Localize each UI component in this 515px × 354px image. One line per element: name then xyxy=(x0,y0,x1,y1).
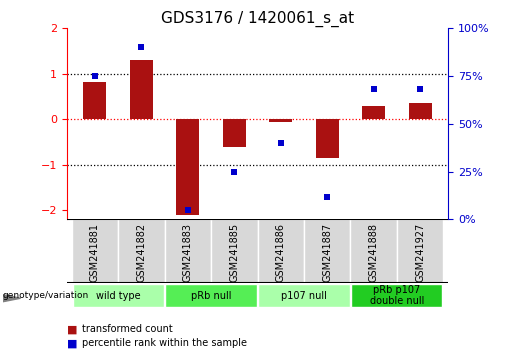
Bar xyxy=(408,103,432,119)
Polygon shape xyxy=(3,295,21,302)
Bar xyxy=(351,285,442,307)
Text: pRb null: pRb null xyxy=(191,291,231,301)
Bar xyxy=(176,119,199,215)
Text: GSM241886: GSM241886 xyxy=(276,223,286,282)
Bar xyxy=(222,119,246,147)
Text: GSM241883: GSM241883 xyxy=(183,223,193,282)
Bar xyxy=(259,285,350,307)
Text: GSM241885: GSM241885 xyxy=(229,223,239,282)
Bar xyxy=(72,219,118,283)
Text: genotype/variation: genotype/variation xyxy=(3,291,89,300)
Bar xyxy=(165,219,211,283)
Text: wild type: wild type xyxy=(96,291,141,301)
Text: pRb p107
double null: pRb p107 double null xyxy=(370,285,424,307)
Point xyxy=(137,45,145,50)
Bar xyxy=(258,219,304,283)
Bar xyxy=(362,106,385,119)
Bar xyxy=(73,285,164,307)
Point xyxy=(323,194,331,199)
Text: GSM241887: GSM241887 xyxy=(322,223,332,282)
Point xyxy=(184,207,192,213)
Text: ■: ■ xyxy=(67,338,77,348)
Bar xyxy=(165,285,256,307)
Text: GSM241888: GSM241888 xyxy=(369,223,379,282)
Text: transformed count: transformed count xyxy=(82,324,173,334)
Text: ■: ■ xyxy=(67,324,77,334)
Point xyxy=(277,140,285,146)
Bar xyxy=(350,219,397,283)
Text: percentile rank within the sample: percentile rank within the sample xyxy=(82,338,247,348)
Point xyxy=(370,87,378,92)
Point xyxy=(91,73,99,79)
Bar xyxy=(316,119,339,158)
Bar xyxy=(269,119,293,122)
Bar xyxy=(118,219,165,283)
Title: GDS3176 / 1420061_s_at: GDS3176 / 1420061_s_at xyxy=(161,11,354,27)
Bar xyxy=(304,219,350,283)
Bar xyxy=(397,219,443,283)
Point xyxy=(230,169,238,175)
Text: GSM241927: GSM241927 xyxy=(415,223,425,282)
Text: GSM241881: GSM241881 xyxy=(90,223,100,282)
Bar xyxy=(130,60,153,119)
Bar xyxy=(211,219,258,283)
Point xyxy=(416,87,424,92)
Bar xyxy=(83,82,107,119)
Text: p107 null: p107 null xyxy=(281,291,327,301)
Text: GSM241882: GSM241882 xyxy=(136,223,146,282)
